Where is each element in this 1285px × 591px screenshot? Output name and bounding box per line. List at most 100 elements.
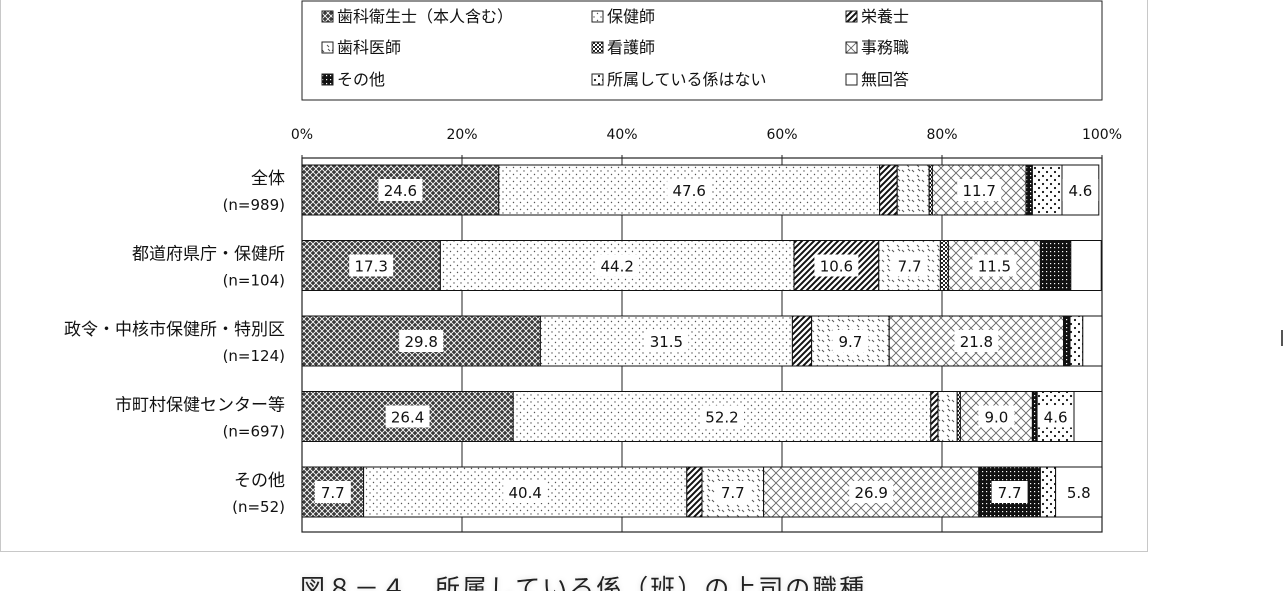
data-label-bg [644,330,689,352]
bar-segment-7 [1039,466,1057,518]
data-label-bg [503,481,548,503]
bar-segment-6 [1031,391,1038,442]
legend-swatch [321,10,334,23]
bar-segment-2 [686,466,703,518]
legend-item-3: 歯科医師 [321,38,401,57]
legend-item-2: 栄養士 [845,7,909,26]
bar-row-4: 7.7 40.4 7.7 26.9 7.7 5.8 [301,466,1103,518]
category-label: 全体 [251,169,285,189]
data-label: 21.8 [960,333,993,351]
legend-swatch [845,73,858,86]
data-label-bg [814,254,859,277]
category-label: その他 [234,471,285,491]
chart-frame: 歯科衛生士（本人含む） 保健師 栄養士歯科医師 看護師 事務職その他 所属している係はない… [0,0,1148,552]
data-label-bg [957,179,1002,201]
data-label: 4.6 [1044,409,1068,427]
legend-label: 保健師 [607,7,655,26]
data-label-bg [399,330,444,352]
category-n: (n=989) [223,196,285,214]
data-label: 9.0 [984,409,1008,427]
data-label-bg [714,481,751,503]
legend-label: 歯科医師 [337,38,401,57]
category-labels: 全体 (n=989) 都道府県庁・保健所 (n=104) 政令・中核市保健所・特別区 (n… [64,169,285,516]
data-label-bg [378,179,423,201]
legend-label: 事務職 [861,38,909,57]
bar-row-3: 26.4 52.2 9.0 4.6 [301,391,1103,442]
data-label: 11.7 [962,182,995,200]
category-n: (n=697) [223,423,285,441]
data-label: 24.6 [384,182,417,200]
data-label: 44.2 [600,258,633,276]
legend-swatch [321,73,334,86]
data-label: 17.3 [354,258,387,276]
category-n: (n=52) [232,498,285,516]
legend-label: 無回答 [861,70,909,89]
data-label-bg [891,254,928,277]
figure-caption: 図８－４ 所属している係（班）の上司の職種 [300,574,867,591]
data-label-bg [595,254,640,277]
data-label: 9.7 [838,333,862,351]
x-tick-label: 100% [1082,127,1122,143]
data-label: 10.6 [820,258,853,276]
data-label-bg [385,405,430,428]
data-label: 40.4 [508,484,541,502]
data-label-bg [849,481,894,503]
data-label: 26.9 [854,484,887,502]
x-tick-label: 20% [446,127,477,143]
data-label: 7.7 [721,484,745,502]
legend-item-0: 歯科衛生士（本人含む） [321,7,513,26]
bar-segment-6 [1039,240,1072,291]
category-label: 政令・中核市保健所・特別区 [64,320,285,340]
category-label: 都道府県庁・保健所 [132,245,285,265]
data-label-bg [700,405,744,428]
data-label: 11.5 [978,258,1011,276]
legend-label: その他 [337,70,385,89]
data-label: 7.7 [998,484,1022,502]
legend-swatch [591,73,604,86]
data-label-bg [954,330,999,352]
data-label: 47.6 [672,182,705,200]
x-tick-label: 40% [606,127,637,143]
legend-item-7: 所属している係はない [591,70,767,89]
bar-segment-7 [1069,315,1084,367]
data-label-bg [1062,179,1099,201]
x-tick-label: 60% [766,127,797,143]
data-label: 29.8 [404,333,437,351]
data-label-bg [978,405,1015,428]
legend-item-6: その他 [321,70,385,89]
legend-swatch [591,10,604,23]
data-label: 7.7 [321,484,345,502]
data-label: 4.6 [1068,182,1092,200]
category-label: 市町村保健センター等 [115,396,285,416]
legend-label: 看護師 [607,38,655,57]
legend-item-4: 看護師 [591,38,655,57]
bar-segment-6 [1025,164,1033,216]
legend-label: 所属している係はない [607,70,767,89]
legend-item-1: 保健師 [591,7,655,26]
legend-swatch [845,41,858,54]
data-label-bg [991,481,1028,503]
data-label: 31.5 [650,333,683,351]
bar-row-2: 29.8 31.5 9.7 21.8 [301,315,1103,367]
data-label-bg [349,254,394,277]
legend-item-5: 事務職 [845,38,909,57]
data-label-bg [832,330,869,352]
x-tick-label: 0% [291,127,313,143]
x-tick-label: 80% [926,127,957,143]
data-label-bg [1037,405,1074,428]
legend-label: 栄養士 [861,7,909,26]
legend-swatch [845,10,858,23]
bar-segment-8 [1082,315,1103,367]
bar-segment-2 [879,164,898,216]
bar-segment-3 [896,164,930,216]
legend-swatch [321,41,334,54]
bar-row-0: 24.6 47.6 11.7 4.6 [301,164,1100,216]
data-label-bg [1060,481,1097,503]
edge-marker [1281,330,1283,346]
bars: 24.6 47.6 11.7 4.6 17.3 44.2 10.6 7.7 11.5 29.8 31… [301,164,1103,518]
category-n: (n=104) [223,272,285,290]
bar-segment-8 [1073,391,1103,442]
data-label-bg [972,254,1017,277]
